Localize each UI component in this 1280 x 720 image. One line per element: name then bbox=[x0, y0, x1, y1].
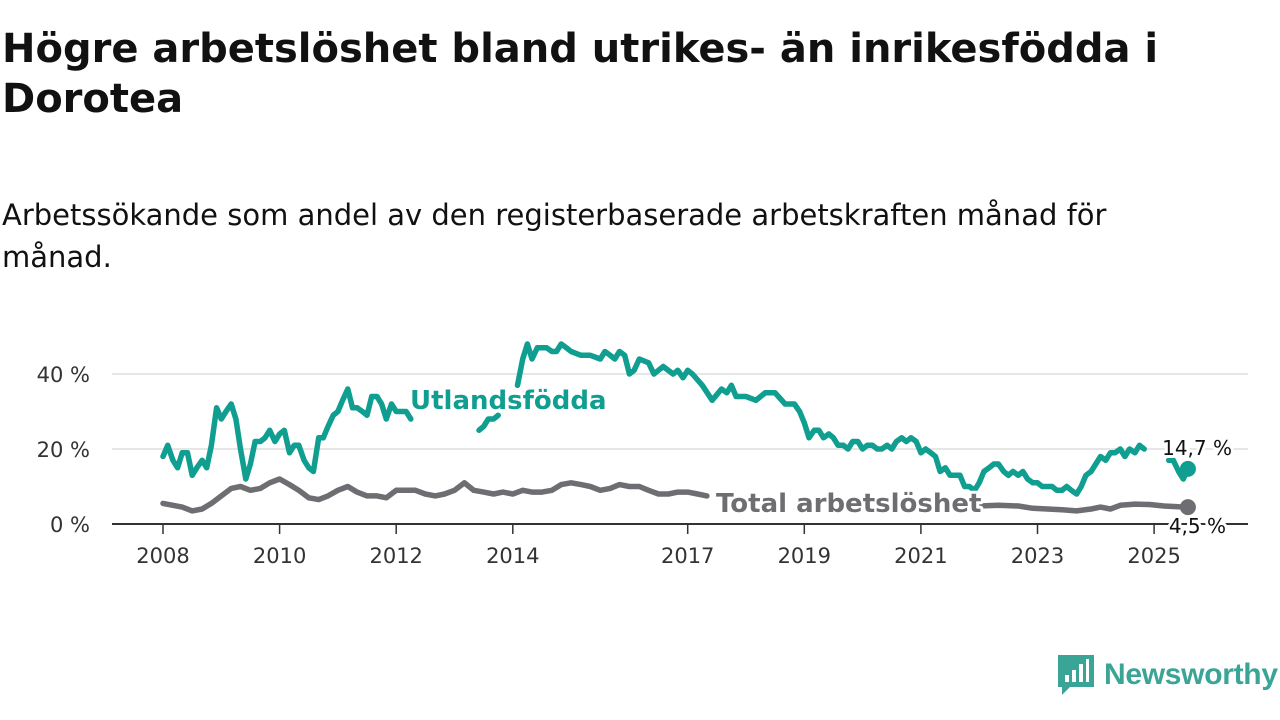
end-label-total: 4,5 %4,5 % bbox=[1166, 511, 1229, 541]
x-tick-label-2: 2012 bbox=[369, 544, 422, 568]
end-label-total-halo: 4,5 % bbox=[1169, 514, 1226, 538]
end-label-total-text: 4,5 % bbox=[1169, 514, 1226, 538]
series-line-utlandsf-dda bbox=[160, 341, 1191, 497]
x-axis: 2008 2010 2012 2014 2017 2019 2021 2023 2025 bbox=[112, 523, 1248, 568]
x-tick-label-6: 2021 bbox=[894, 544, 947, 568]
y-tick-label-2: 40 % bbox=[37, 363, 90, 387]
newsworthy-logo-icon bbox=[1058, 655, 1094, 695]
end-label-utlandsfodda: 14,7 %14,7 % bbox=[1159, 433, 1235, 463]
x-tick-label-1: 2010 bbox=[253, 544, 306, 568]
x-tick-label-3: 2014 bbox=[486, 544, 539, 568]
gridlines: 0 % 20 % 40 % bbox=[37, 363, 1248, 537]
label-total-arbetsloshet-text: Total arbetslöshet bbox=[716, 489, 981, 519]
x-tick-label-8: 2025 bbox=[1127, 544, 1180, 568]
series-line-total-arbetsl-shet bbox=[160, 476, 1191, 514]
end-point-utlandsf-dda bbox=[1179, 460, 1196, 477]
label-total-arbetsloshet-halo: Total arbetslöshet bbox=[716, 489, 981, 519]
end-point-total-arbetsl-shet bbox=[1179, 499, 1196, 516]
x-tick-label-0: 2008 bbox=[136, 544, 189, 568]
brand-name: Newsworthy bbox=[1104, 658, 1278, 691]
label-utlandsfodda-halo: Utlandsfödda bbox=[410, 386, 607, 416]
chart-title: Högre arbetslöshet bland utrikes- än inr… bbox=[2, 26, 1159, 122]
x-tick-label-4: 2017 bbox=[661, 544, 714, 568]
series-lines bbox=[160, 341, 1196, 516]
y-tick-label-1: 20 % bbox=[37, 438, 90, 462]
brand-logo: Newsworthy bbox=[1058, 652, 1278, 698]
label-utlandsfodda-text: Utlandsfödda bbox=[410, 386, 607, 416]
x-tick-label-5: 2019 bbox=[778, 544, 831, 568]
x-tick-label-7: 2023 bbox=[1011, 544, 1064, 568]
y-tick-label-0: 0 % bbox=[50, 513, 90, 537]
end-label-utlandsfodda-text: 14,7 % bbox=[1162, 436, 1232, 460]
end-label-utlandsfodda-halo: 14,7 % bbox=[1162, 436, 1232, 460]
chart-subtitle: Arbetssökande som andel av den registerb… bbox=[2, 198, 1107, 274]
